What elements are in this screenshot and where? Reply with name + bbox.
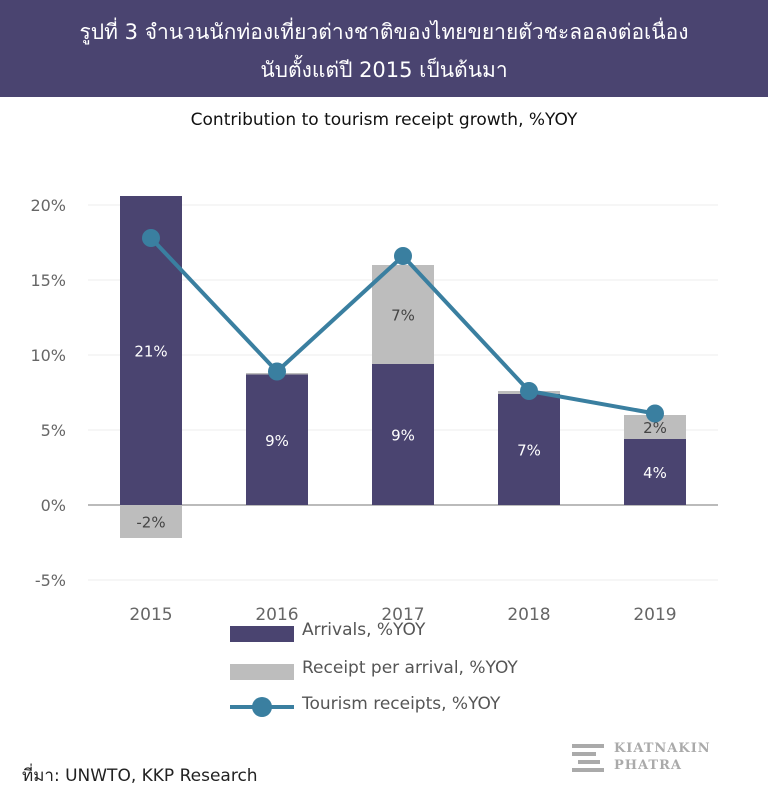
x-tick-label: 2017	[381, 605, 424, 625]
legend-label-tourism-receipts: Tourism receipts, %YOY	[302, 694, 501, 714]
logo-line1: KIATNAKIN	[614, 741, 711, 756]
point-tourism-receipts	[142, 229, 160, 247]
legend-item-tourism-receipts: Tourism receipts, %YOY	[230, 694, 550, 718]
legend-label-receipt-per-arrival: Receipt per arrival, %YOY	[302, 658, 518, 678]
x-tick-label: 2016	[255, 605, 298, 625]
source-note: ที่มา: UNWTO, KKP Research	[22, 766, 258, 786]
y-tick-label: 0%	[41, 496, 66, 515]
y-tick-label: 10%	[30, 346, 66, 365]
legend-item-arrivals: Arrivals, %YOY	[230, 620, 550, 644]
header-title-line2: นับตั้งแต่ปี 2015 เป็นต้นมา	[260, 58, 508, 82]
header-title-line1: รูปที่ 3 จำนวนนักท่องเที่ยวต่างชาติของไท…	[79, 20, 689, 44]
legend-swatch-receipt-per-arrival	[230, 664, 294, 680]
bar-arrivals	[372, 364, 434, 505]
data-label-arrivals: 9%	[265, 432, 289, 450]
y-tick-label: 5%	[41, 421, 66, 440]
kkp-logo-icon	[572, 744, 604, 772]
x-tick-label: 2015	[129, 605, 172, 625]
point-tourism-receipts	[646, 404, 664, 423]
data-label-receipt-per-arrival: -2%	[136, 514, 165, 532]
bar-receipt-per-arrival	[120, 505, 182, 538]
data-label-arrivals: 4%	[643, 464, 667, 482]
kkp-logo-text: KIATNAKIN PHATRA	[614, 740, 711, 774]
legend-item-receipt-per-arrival: Receipt per arrival, %YOY	[230, 658, 550, 682]
header-banner: รูปที่ 3 จำนวนนักท่องเที่ยวต่างชาติของไท…	[0, 0, 768, 97]
y-tick-label: -5%	[35, 571, 66, 590]
data-label-arrivals: 21%	[134, 343, 167, 361]
bar-receipt-per-arrival	[372, 265, 434, 364]
bar-arrivals	[246, 374, 308, 505]
kkp-logo: KIATNAKIN PHATRA	[570, 738, 730, 778]
data-label-arrivals: 7%	[517, 442, 541, 460]
bar-arrivals	[498, 394, 560, 505]
x-tick-label: 2018	[507, 605, 550, 625]
bar-arrivals	[120, 196, 182, 505]
legend-dot-tourism-receipts	[252, 697, 272, 717]
bar-arrivals	[624, 439, 686, 505]
data-label-receipt-per-arrival: 7%	[391, 307, 415, 325]
point-tourism-receipts	[394, 247, 412, 265]
chart-plot: 20% 15% 10% 5% 0% -5% 21% -2% 2015 9% 2016 9% 7% 2017…	[30, 196, 718, 625]
x-tick-label: 2019	[633, 605, 676, 625]
logo-line2: PHATRA	[614, 758, 682, 773]
legend-swatch-arrivals	[230, 626, 294, 642]
data-label-receipt-per-arrival: 2%	[643, 419, 667, 437]
data-label-arrivals: 9%	[391, 427, 415, 445]
point-tourism-receipts	[520, 382, 538, 400]
y-tick-label: 20%	[30, 196, 66, 215]
y-tick-label: 15%	[30, 271, 66, 290]
legend-label-arrivals: Arrivals, %YOY	[302, 620, 426, 640]
chart-title: Contribution to tourism receipt growth, …	[190, 110, 578, 130]
point-tourism-receipts	[268, 362, 286, 381]
